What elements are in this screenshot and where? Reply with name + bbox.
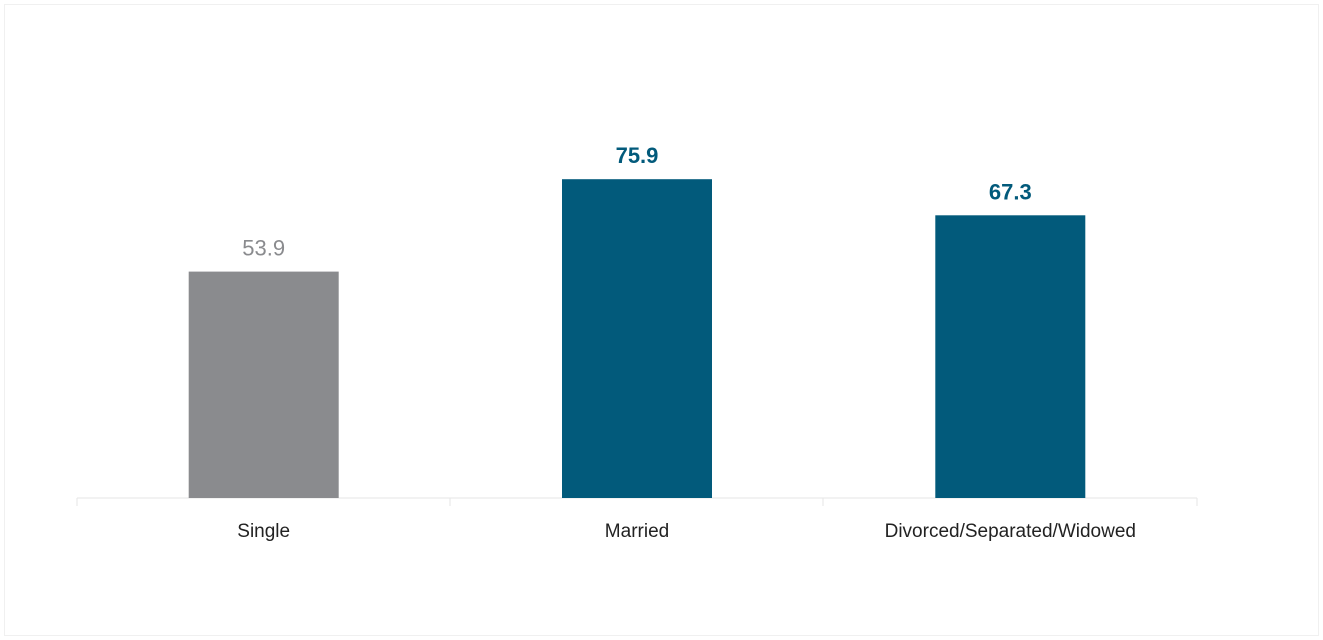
value-label: 67.3 [989, 179, 1032, 204]
value-label: 75.9 [616, 143, 659, 168]
category-label: Married [605, 521, 669, 542]
value-label: 53.9 [242, 236, 285, 261]
bar-divorced-separated-widowed [935, 215, 1086, 499]
bar-married [562, 179, 712, 498]
category-label: Divorced/Separated/Widowed [885, 521, 1136, 542]
bars-group: 53.9 Single 75.9 Married 67.3 Divorced/Separa… [188, 143, 1136, 542]
bar-single [188, 271, 339, 498]
category-label: Single [237, 521, 290, 542]
chart-frame [4, 4, 1319, 636]
